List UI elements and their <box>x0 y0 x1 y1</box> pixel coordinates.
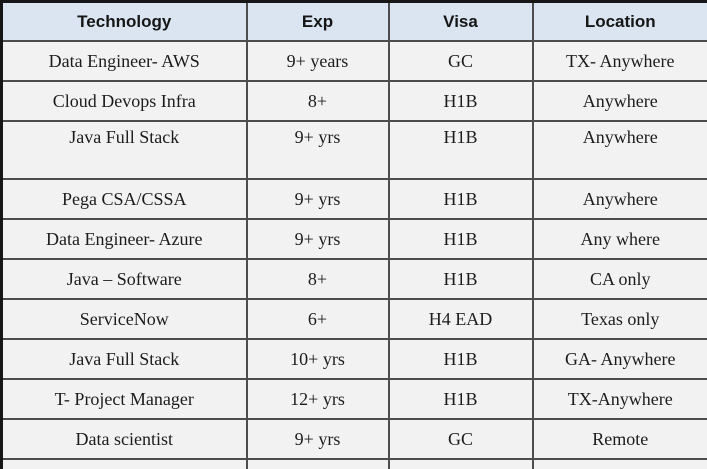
cell-technology: Data Engineer- AWS <box>0 40 248 82</box>
table-row: Java Full Stack 10+ yrs H1B GA- Anywhere <box>0 338 707 380</box>
cell-technology: SQL DBA <box>0 458 248 469</box>
column-header-exp: Exp <box>245 0 390 42</box>
table-row: Pega CSA/CSSA 9+ yrs H1B Anywhere <box>0 178 707 220</box>
table-row: Data scientist 9+ yrs GC Remote <box>0 418 707 460</box>
cell-visa: H1B <box>387 258 534 300</box>
cell-technology: ServiceNow <box>0 298 248 340</box>
jobs-table-body: Data Engineer- AWS 9+ years GC TX- Anywhere… <box>0 40 707 469</box>
cell-technology: Java Full Stack <box>0 338 248 380</box>
table-row: Data Engineer- AWS 9+ years GC TX- Anywhere <box>0 40 707 82</box>
cell-location: Anywhere <box>531 80 707 122</box>
cell-visa: GC <box>387 418 534 460</box>
cell-exp: 6+ <box>245 298 390 340</box>
cell-visa: H1B <box>387 378 534 420</box>
cell-location: GA- Anywhere <box>531 338 707 380</box>
cell-exp: 8+ <box>245 80 390 122</box>
cell-technology: Pega CSA/CSSA <box>0 178 248 220</box>
cell-location: CA only <box>531 258 707 300</box>
column-header-location: Location <box>531 0 707 42</box>
cell-exp: 8+ <box>245 258 390 300</box>
table-row: Data Engineer- Azure 9+ yrs H1B Any where <box>0 218 707 260</box>
cell-location: Remote <box>531 418 707 460</box>
cell-exp: 9+ yrs <box>245 120 390 180</box>
cell-exp: 9+ yrs <box>245 218 390 260</box>
cell-visa: H1B <box>387 458 534 469</box>
cell-exp: 10 yrs <box>245 458 390 469</box>
cell-location: TX-Anywhere <box>531 378 707 420</box>
column-header-visa: Visa <box>387 0 534 42</box>
jobs-table-header: Technology Exp Visa Location <box>0 0 707 42</box>
header-row: Technology Exp Visa Location <box>0 0 707 42</box>
cell-location: Anywhere <box>531 120 707 180</box>
cell-visa: H1B <box>387 218 534 260</box>
cell-visa: H4 EAD <box>387 298 534 340</box>
table-row: Cloud Devops Infra 8+ H1B Anywhere <box>0 80 707 122</box>
cell-technology: Java Full Stack <box>0 120 248 180</box>
cell-location: Anywhere <box>531 458 707 469</box>
table-row: T- Project Manager 12+ yrs H1B TX-Anywhere <box>0 378 707 420</box>
cell-technology: Java – Software <box>0 258 248 300</box>
table-row: Java – Software 8+ H1B CA only <box>0 258 707 300</box>
cell-technology: Data Engineer- Azure <box>0 218 248 260</box>
cell-exp: 9+ years <box>245 40 390 82</box>
table-row: Java Full Stack 9+ yrs H1B Anywhere <box>0 120 707 180</box>
cell-visa: GC <box>387 40 534 82</box>
table-row: ServiceNow 6+ H4 EAD Texas only <box>0 298 707 340</box>
cell-technology: Data scientist <box>0 418 248 460</box>
cell-exp: 9+ yrs <box>245 418 390 460</box>
cell-location: Any where <box>531 218 707 260</box>
cell-technology: T- Project Manager <box>0 378 248 420</box>
cell-exp: 12+ yrs <box>245 378 390 420</box>
cell-visa: H1B <box>387 178 534 220</box>
cell-technology: Cloud Devops Infra <box>0 80 248 122</box>
cell-location: TX- Anywhere <box>531 40 707 82</box>
column-header-technology: Technology <box>0 0 248 42</box>
cell-visa: H1B <box>387 120 534 180</box>
cell-exp: 10+ yrs <box>245 338 390 380</box>
cell-visa: H1B <box>387 80 534 122</box>
cell-visa: H1B <box>387 338 534 380</box>
cell-location: Texas only <box>531 298 707 340</box>
cell-location: Anywhere <box>531 178 707 220</box>
cell-exp: 9+ yrs <box>245 178 390 220</box>
